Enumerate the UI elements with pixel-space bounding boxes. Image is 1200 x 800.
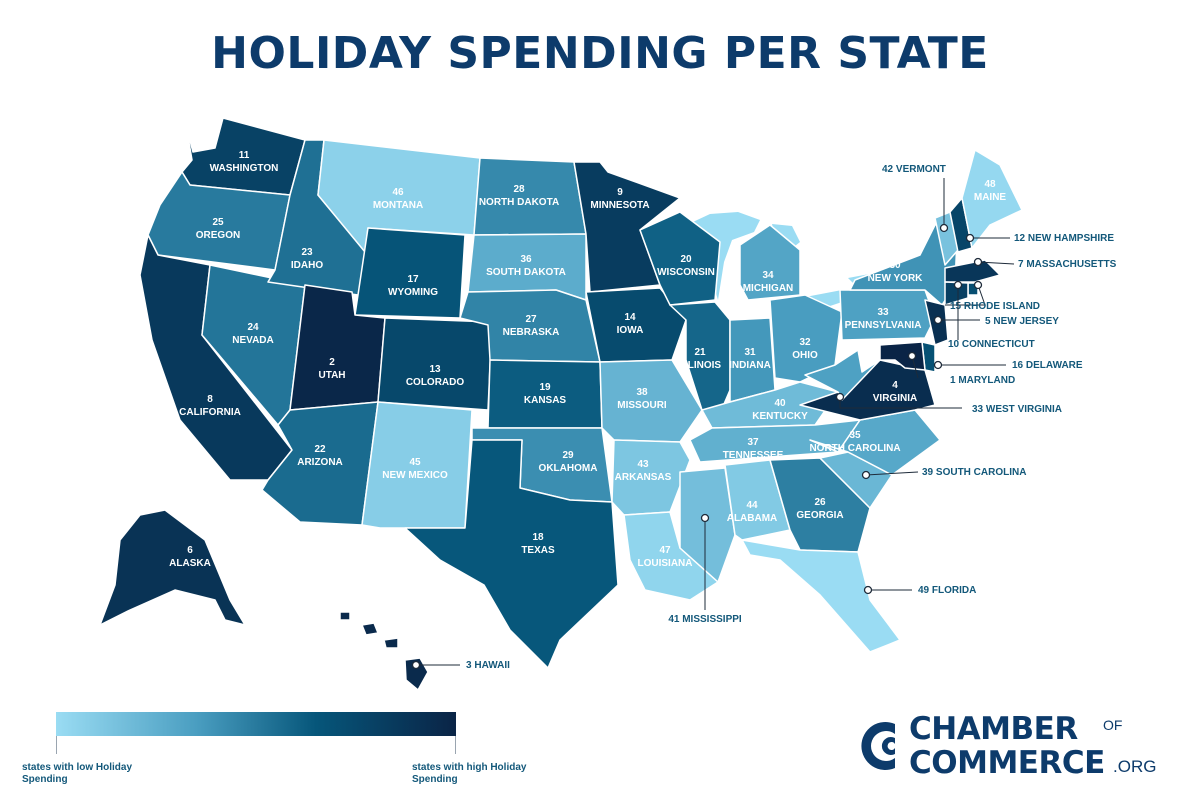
scale-low-tick bbox=[56, 736, 57, 754]
state-hawaii bbox=[404, 657, 429, 691]
callout-marker bbox=[965, 233, 975, 243]
callout-label: 12 NEW HAMPSHIRE bbox=[1014, 233, 1114, 244]
callout-marker bbox=[863, 585, 873, 595]
state-label: 44 ALABAMA bbox=[727, 500, 778, 524]
callout-label: 39 SOUTH CAROLINA bbox=[922, 467, 1026, 478]
state-florida bbox=[741, 539, 901, 653]
callout-label: 15 RHODE ISLAND bbox=[950, 301, 1040, 312]
state-label: 23 IDAHO bbox=[291, 247, 323, 271]
callout-marker bbox=[933, 360, 943, 370]
state-label: 26 GEORGIA bbox=[796, 497, 843, 521]
state-label: 43 ARKANSAS bbox=[615, 459, 672, 483]
callout-marker bbox=[973, 257, 983, 267]
logo-c-mark-icon bbox=[861, 722, 895, 770]
state-label: 46 MONTANA bbox=[373, 187, 423, 211]
state-label: 35 NORTH CAROLINA bbox=[809, 430, 900, 454]
page-title: HOLIDAY SPENDING PER STATE bbox=[211, 28, 989, 79]
state-alabama bbox=[724, 459, 791, 541]
state-label: 33 PENNSYLVANIA bbox=[845, 307, 922, 331]
callout-marker bbox=[700, 513, 710, 523]
state-label: 8 CALIFORNIA bbox=[179, 394, 241, 418]
state-hawaii bbox=[339, 611, 351, 621]
callout-marker bbox=[933, 315, 943, 325]
state-label: 2 UTAH bbox=[318, 357, 345, 381]
state-label: 30 NEW YORK bbox=[868, 260, 924, 284]
callout-marker bbox=[411, 660, 421, 670]
state-north-carolina bbox=[809, 409, 941, 476]
callout-marker bbox=[939, 223, 949, 233]
state-kansas bbox=[487, 359, 603, 429]
state-label: 36 SOUTH DAKOTA bbox=[486, 254, 566, 278]
callout-leader-line bbox=[977, 261, 1015, 265]
state-label: 45 NEW MEXICO bbox=[382, 457, 448, 481]
logo-suffix: .ORG bbox=[1113, 757, 1157, 776]
state-label: 4 VIRGINIA bbox=[873, 380, 917, 404]
state-label: 34 MICHIGAN bbox=[743, 270, 794, 294]
state-label: 40 KENTUCKY bbox=[752, 398, 808, 422]
legend-low-label: states with low Holiday Spending bbox=[22, 762, 133, 785]
callout-label: 41 MISSISSIPPI bbox=[668, 614, 742, 625]
callout-label: 5 NEW JERSEY bbox=[985, 316, 1059, 327]
state-label: 28 NORTH DAKOTA bbox=[479, 184, 559, 208]
state-label: 37 TENNESSEE bbox=[723, 437, 784, 461]
state-hawaii bbox=[361, 622, 379, 636]
state-texas bbox=[404, 439, 619, 669]
state-hawaii bbox=[383, 637, 399, 649]
state-label: 38 MISSOURI bbox=[617, 387, 667, 411]
state-label: 47 LOUISIANA bbox=[638, 545, 693, 569]
state-label: 22 ARIZONA bbox=[297, 444, 343, 468]
scale-high-tick bbox=[455, 736, 456, 754]
callout-label: 10 CONNECTICUT bbox=[948, 339, 1035, 350]
state-label: 13 COLORADO bbox=[406, 364, 465, 388]
state-mississippi bbox=[679, 467, 736, 583]
callout-label: 7 MASSACHUSETTS bbox=[1018, 259, 1117, 270]
callout-marker bbox=[973, 280, 983, 290]
state-label: 21 ILLINOIS bbox=[679, 347, 722, 371]
state-label: 25 OREGON bbox=[196, 217, 240, 241]
state-label: 19 KANSAS bbox=[524, 382, 567, 406]
state-label: 9 MINNESOTA bbox=[590, 187, 649, 211]
state-oregon bbox=[147, 171, 291, 271]
state-label: 48 MAINE bbox=[974, 179, 1007, 203]
state-label: 27 NEBRASKA bbox=[503, 314, 560, 338]
callout-label: 16 DELAWARE bbox=[1012, 360, 1083, 371]
state-label: 17 WYOMING bbox=[388, 274, 438, 298]
callout-marker bbox=[907, 351, 917, 361]
logo-line1: CHAMBER bbox=[909, 711, 1078, 747]
callout-marker bbox=[835, 392, 845, 402]
state-label: 6 ALASKA bbox=[169, 545, 211, 569]
callout-label: 33 WEST VIRGINIA bbox=[972, 404, 1062, 415]
state-label: 31 INDIANA bbox=[729, 347, 771, 371]
state-label: 11 WASHINGTON bbox=[210, 150, 279, 174]
state-alaska bbox=[99, 509, 246, 626]
chamber-of-commerce-logo: CHAMBER OF COMMERCE .ORG bbox=[855, 712, 1175, 782]
callout-label: 42 VERMONT bbox=[882, 164, 946, 175]
state-label: 14 IOWA bbox=[617, 312, 644, 336]
state-label: 32 OHIO bbox=[792, 337, 818, 361]
state-wisconsin bbox=[639, 211, 721, 306]
callout-marker bbox=[953, 280, 963, 290]
callout-label: 49 FLORIDA bbox=[918, 585, 976, 596]
state-wyoming bbox=[354, 227, 466, 319]
callout-marker bbox=[861, 470, 871, 480]
state-maine bbox=[961, 149, 1023, 249]
callout-label: 3 HAWAII bbox=[466, 660, 510, 671]
state-label: 29 OKLAHOMA bbox=[539, 450, 598, 474]
state-iowa bbox=[585, 287, 687, 363]
logo-line2: COMMERCE bbox=[909, 745, 1105, 781]
state-louisiana bbox=[623, 511, 719, 601]
state-label: 20 WISCONSIN bbox=[657, 254, 715, 278]
color-scale-bar bbox=[56, 712, 456, 736]
callout-label: 1 MARYLAND bbox=[950, 375, 1015, 386]
legend-high-label: states with high Holiday Spending bbox=[412, 762, 527, 785]
callout-leader-line bbox=[865, 471, 919, 476]
state-label: 18 TEXAS bbox=[521, 532, 555, 556]
logo-of: OF bbox=[1103, 717, 1123, 733]
state-label: 24 NEVADA bbox=[232, 322, 273, 346]
